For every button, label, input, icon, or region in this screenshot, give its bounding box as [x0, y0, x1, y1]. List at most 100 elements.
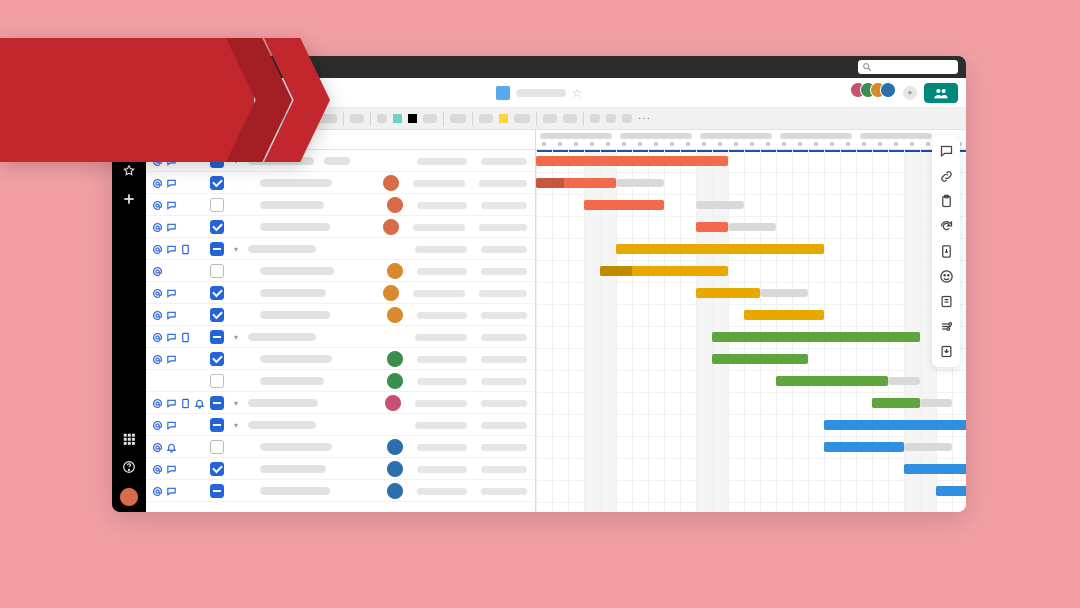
task-checkbox[interactable] [210, 198, 224, 212]
toolbar-button[interactable] [377, 114, 387, 123]
task-checkbox[interactable] [210, 308, 224, 322]
favorite-star-icon[interactable]: ☆ [572, 86, 583, 100]
comment-icon[interactable] [166, 354, 177, 365]
toolbar-more-icon[interactable]: ··· [638, 113, 651, 124]
task-checkbox[interactable] [210, 462, 224, 476]
at-icon[interactable] [152, 420, 163, 431]
task-row[interactable] [146, 194, 535, 216]
download-icon[interactable] [939, 344, 954, 359]
color-swatch[interactable] [408, 114, 417, 123]
at-icon[interactable] [152, 266, 163, 277]
settings-icon[interactable] [939, 319, 954, 334]
gantt-bar[interactable] [936, 486, 966, 496]
task-checkbox[interactable] [210, 396, 224, 410]
task-checkbox[interactable] [210, 440, 224, 454]
task-row[interactable]: ▾ [146, 392, 535, 414]
assignee-avatar[interactable] [387, 373, 403, 389]
gantt-bar[interactable] [904, 464, 966, 474]
disclosure-chevron-icon[interactable]: ▾ [232, 421, 240, 430]
gantt-bar[interactable] [696, 288, 760, 298]
at-icon[interactable] [152, 288, 163, 299]
task-row[interactable]: ▾ [146, 326, 535, 348]
comment-icon[interactable] [166, 288, 177, 299]
gantt-bar[interactable] [536, 178, 616, 188]
comment-icon[interactable] [166, 200, 177, 211]
at-icon[interactable] [152, 222, 163, 233]
gantt-bar[interactable] [776, 376, 888, 386]
assignee-avatar[interactable] [383, 175, 399, 191]
gantt-bar[interactable] [584, 200, 664, 210]
toolbar-button[interactable] [450, 114, 466, 123]
assignee-avatar[interactable] [383, 219, 399, 235]
disclosure-chevron-icon[interactable]: ▾ [232, 399, 240, 408]
toolbar-button[interactable] [590, 114, 600, 123]
task-row[interactable] [146, 216, 535, 238]
toolbar-button[interactable] [479, 114, 493, 123]
task-checkbox[interactable] [210, 176, 224, 190]
toolbar-button[interactable] [622, 114, 632, 123]
bell-icon[interactable] [166, 442, 177, 453]
toolbar-button[interactable] [350, 114, 364, 123]
at-icon[interactable] [152, 310, 163, 321]
comment-icon[interactable] [166, 464, 177, 475]
task-checkbox[interactable] [210, 374, 224, 388]
comment-icon[interactable] [166, 420, 177, 431]
clipboard-icon[interactable] [939, 194, 954, 209]
gantt-bar[interactable] [536, 156, 728, 166]
toolbar-button[interactable] [563, 114, 577, 123]
color-swatch[interactable] [393, 114, 402, 123]
assignee-avatar[interactable] [387, 483, 403, 499]
at-icon[interactable] [152, 178, 163, 189]
comment-icon[interactable] [166, 310, 177, 321]
plus-icon[interactable] [122, 192, 136, 206]
task-row[interactable]: ▾ [146, 238, 535, 260]
at-icon[interactable] [152, 486, 163, 497]
gantt-bar[interactable] [600, 266, 728, 276]
gantt-bar[interactable] [824, 442, 904, 452]
at-icon[interactable] [152, 200, 163, 211]
comment-icon[interactable] [166, 244, 177, 255]
comment-icon[interactable] [166, 486, 177, 497]
gantt-timeline[interactable] [536, 130, 966, 512]
task-row[interactable] [146, 480, 535, 502]
gantt-bar[interactable] [616, 244, 824, 254]
search-input[interactable] [858, 60, 958, 74]
note-icon[interactable] [939, 294, 954, 309]
color-swatch[interactable] [499, 114, 508, 123]
task-checkbox[interactable] [210, 352, 224, 366]
toolbar-button[interactable] [514, 114, 530, 123]
task-checkbox[interactable] [210, 220, 224, 234]
task-row[interactable] [146, 436, 535, 458]
task-row[interactable] [146, 172, 535, 194]
refresh-icon[interactable] [939, 219, 954, 234]
star-icon[interactable] [122, 164, 136, 178]
assignee-avatar[interactable] [385, 395, 401, 411]
doc-icon[interactable] [180, 332, 191, 343]
at-icon[interactable] [152, 244, 163, 255]
assignee-avatar[interactable] [383, 285, 399, 301]
comment-icon[interactable] [166, 332, 177, 343]
assignee-avatar[interactable] [387, 461, 403, 477]
grid-icon[interactable] [122, 432, 136, 446]
doc-icon[interactable] [180, 398, 191, 409]
task-checkbox[interactable] [210, 418, 224, 432]
toolbar-button[interactable] [423, 114, 437, 123]
task-row[interactable] [146, 304, 535, 326]
assignee-avatar[interactable] [387, 351, 403, 367]
gantt-bar[interactable] [712, 354, 808, 364]
collaborator-avatar[interactable] [880, 82, 896, 98]
comment-icon[interactable] [166, 178, 177, 189]
at-icon[interactable] [152, 442, 163, 453]
assignee-avatar[interactable] [387, 263, 403, 279]
task-row[interactable] [146, 282, 535, 304]
toolbar-button[interactable] [606, 114, 616, 123]
bell-icon[interactable] [194, 398, 205, 409]
disclosure-chevron-icon[interactable]: ▾ [232, 245, 240, 254]
gantt-bar[interactable] [824, 420, 966, 430]
assignee-avatar[interactable] [387, 197, 403, 213]
disclosure-chevron-icon[interactable]: ▾ [232, 333, 240, 342]
collaborator-avatars[interactable] [850, 82, 896, 103]
task-checkbox[interactable] [210, 264, 224, 278]
comment-icon[interactable] [166, 398, 177, 409]
at-icon[interactable] [152, 464, 163, 475]
